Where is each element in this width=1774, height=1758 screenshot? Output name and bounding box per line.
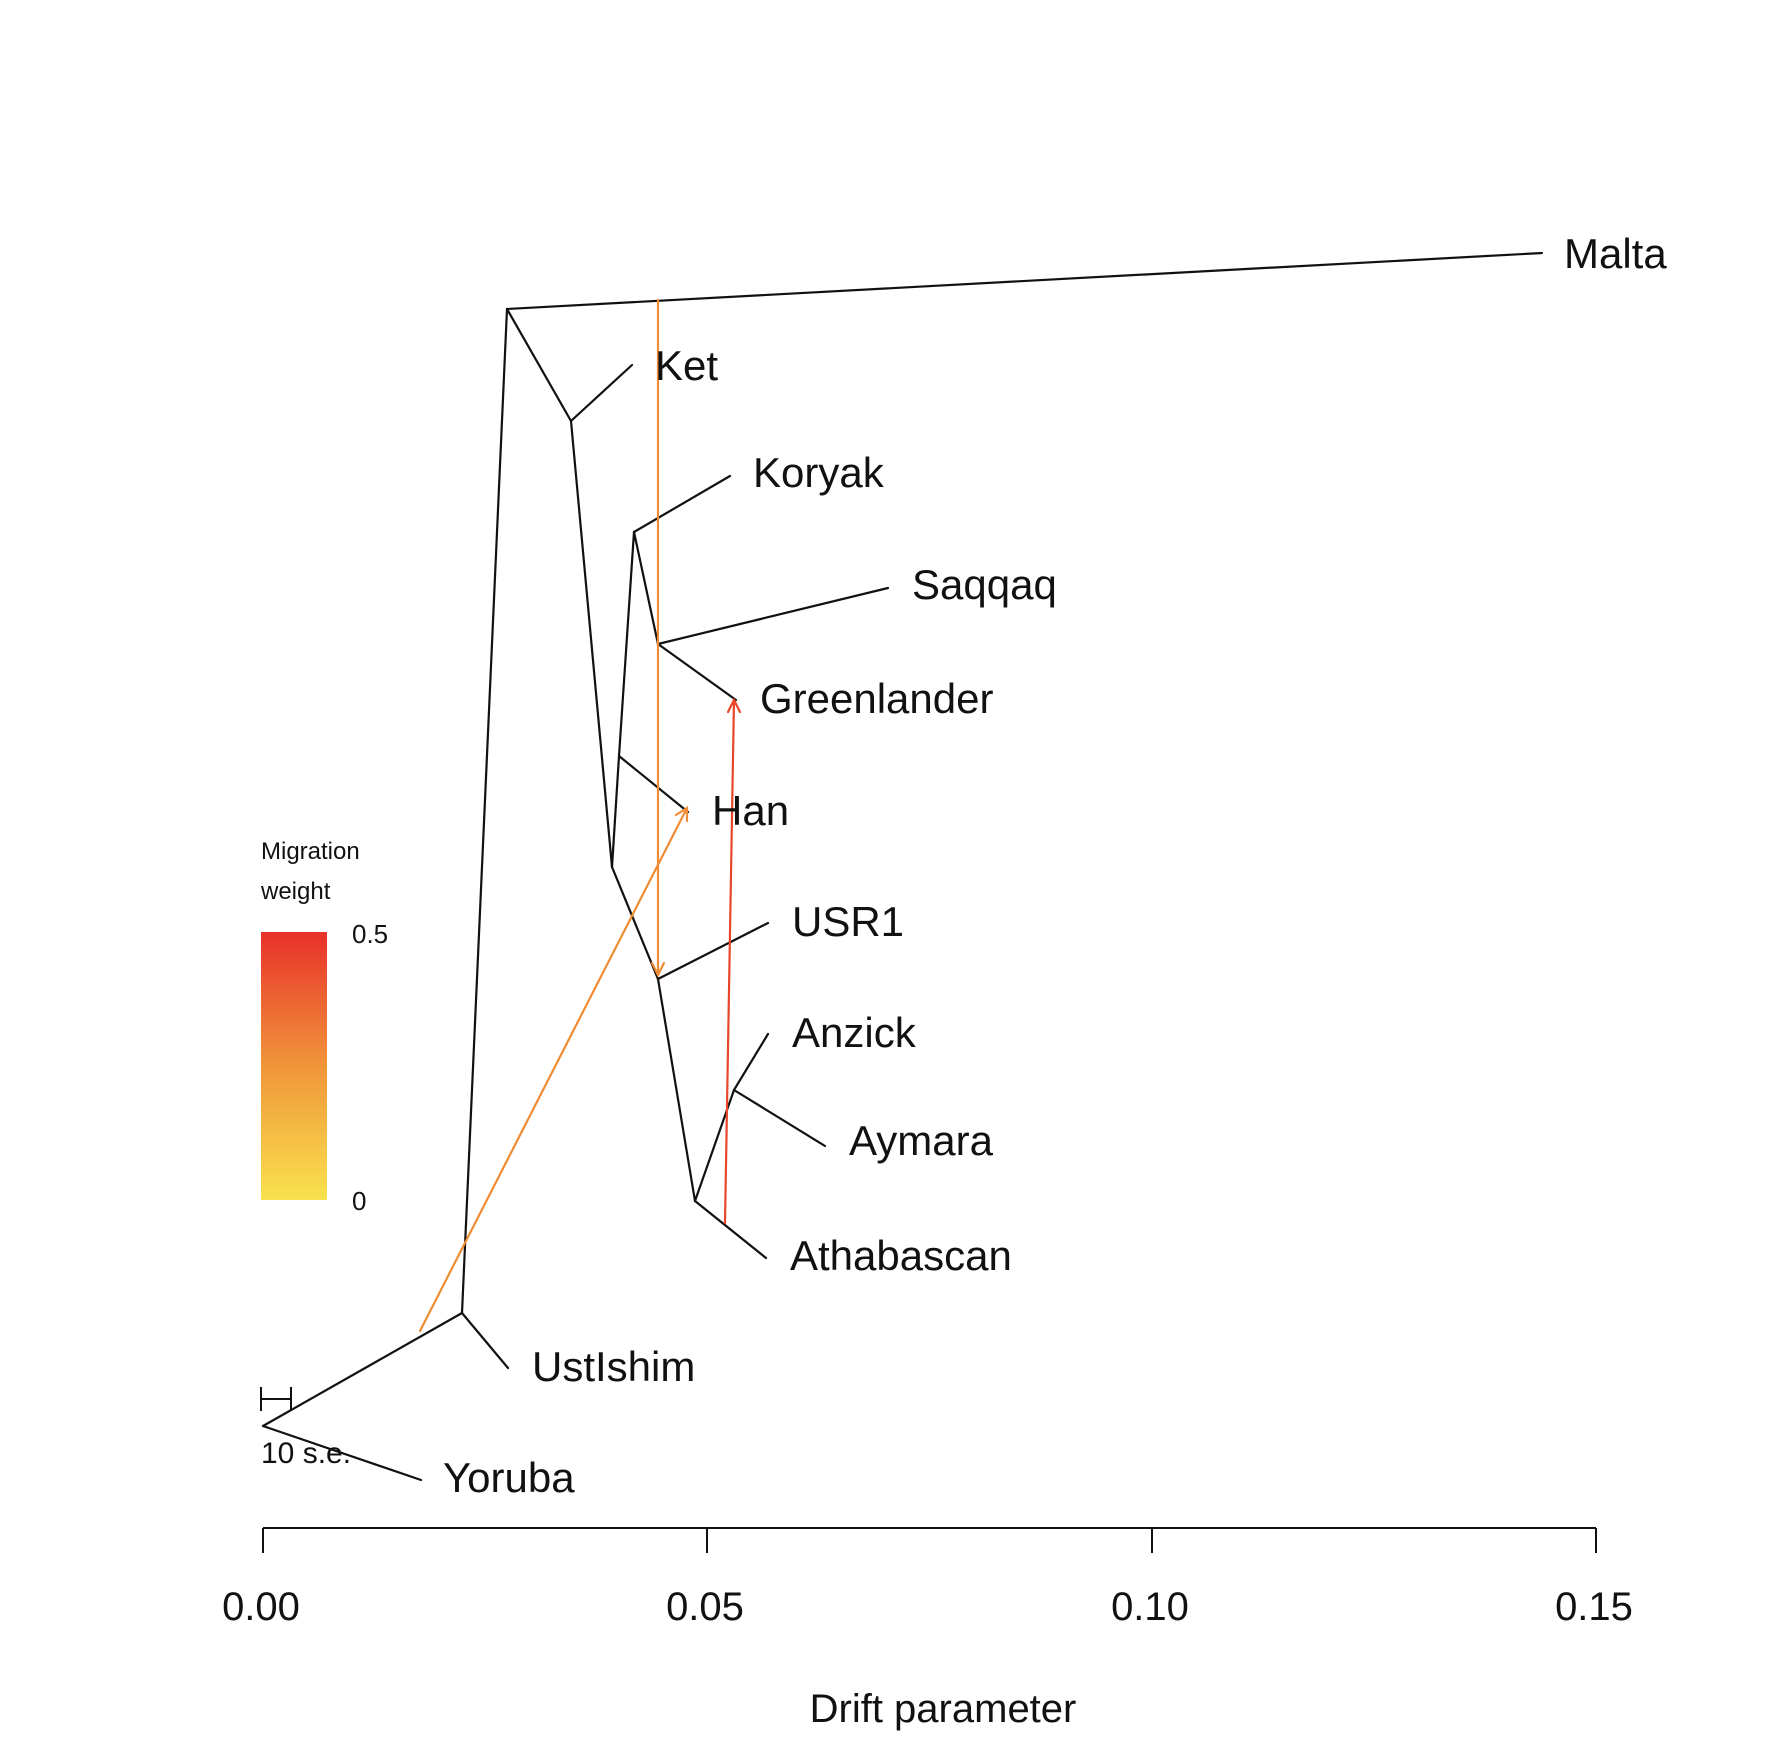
legend-title-line2: weight	[260, 878, 331, 905]
legend-color-bar	[261, 932, 327, 1200]
edge-node4-node5	[610, 754, 621, 869]
label-anzick: Anzick	[792, 1009, 917, 1056]
scale-bar-label: 10 s.e.	[261, 1437, 351, 1470]
edge-node4-node8	[610, 865, 660, 981]
edge-node1-ustishim	[460, 1311, 510, 1370]
x-tick-label: 0.15	[1555, 1585, 1633, 1629]
legend-max-label: 0.5	[352, 919, 388, 949]
legend-min-label: 0	[352, 1186, 366, 1216]
edge-node2-node3	[505, 307, 573, 423]
population-labels: Malta Ket Koryak Saqqaq Greenlander Han …	[443, 230, 1667, 1501]
edge-node6-node7	[632, 530, 660, 646]
migration-arrowhead	[726, 697, 742, 714]
label-malta: Malta	[1564, 230, 1667, 277]
migration-weight-legend: Migration weight 0.5 0	[260, 838, 388, 1216]
edge-node8-node9	[656, 977, 697, 1203]
x-axis	[262, 1527, 1597, 1553]
edge-node9-athabascan	[693, 1199, 768, 1260]
label-ustishim: UstIshim	[532, 1343, 695, 1390]
edge-node9-node10	[693, 1088, 736, 1203]
label-yoruba: Yoruba	[443, 1454, 575, 1501]
edge-root-node1	[261, 1311, 464, 1428]
edge-node5-han	[617, 754, 690, 814]
x-axis-label: Drift parameter	[810, 1687, 1077, 1731]
migration-line	[418, 806, 689, 1333]
edge-node7-saqqaq	[656, 586, 890, 646]
label-han: Han	[712, 787, 789, 834]
label-greenlander: Greenlander	[760, 675, 993, 722]
edge-node3-node4	[569, 419, 614, 869]
edge-node2-malta	[505, 251, 1544, 311]
edge-node8-usr1	[656, 921, 770, 981]
edge-root-yoruba	[261, 1424, 423, 1482]
migration-line	[723, 698, 736, 1225]
x-tick-label: 0.00	[222, 1585, 300, 1629]
migration-edge-3	[723, 697, 742, 1225]
x-axis-tick-labels: 0.00 0.05 0.10 0.15	[222, 1585, 1633, 1629]
label-usr1: USR1	[792, 898, 904, 945]
scale-bar	[260, 1387, 292, 1411]
migration-edges	[418, 298, 742, 1333]
legend-title-line1: Migration	[261, 838, 360, 865]
label-aymara: Aymara	[849, 1117, 994, 1164]
label-ket: Ket	[655, 342, 718, 389]
migration-arrowhead	[674, 805, 689, 823]
edge-node3-ket	[569, 363, 634, 423]
edge-node7-greenlander	[656, 642, 738, 702]
x-tick-label: 0.05	[666, 1585, 744, 1629]
label-koryak: Koryak	[753, 449, 885, 496]
label-saqqaq: Saqqaq	[912, 561, 1057, 608]
tree-edges	[261, 251, 1544, 1482]
edge-node1-node2	[460, 307, 509, 1315]
label-athabascan: Athabascan	[790, 1232, 1012, 1279]
x-tick-label: 0.10	[1111, 1585, 1189, 1629]
edge-node5-node6	[617, 530, 636, 758]
migration-edge-2	[418, 805, 689, 1333]
edge-node10-anzick	[732, 1032, 770, 1092]
edge-node6-koryak	[632, 474, 732, 534]
migration-arrowhead	[650, 961, 666, 978]
edge-node10-aymara	[732, 1088, 827, 1148]
